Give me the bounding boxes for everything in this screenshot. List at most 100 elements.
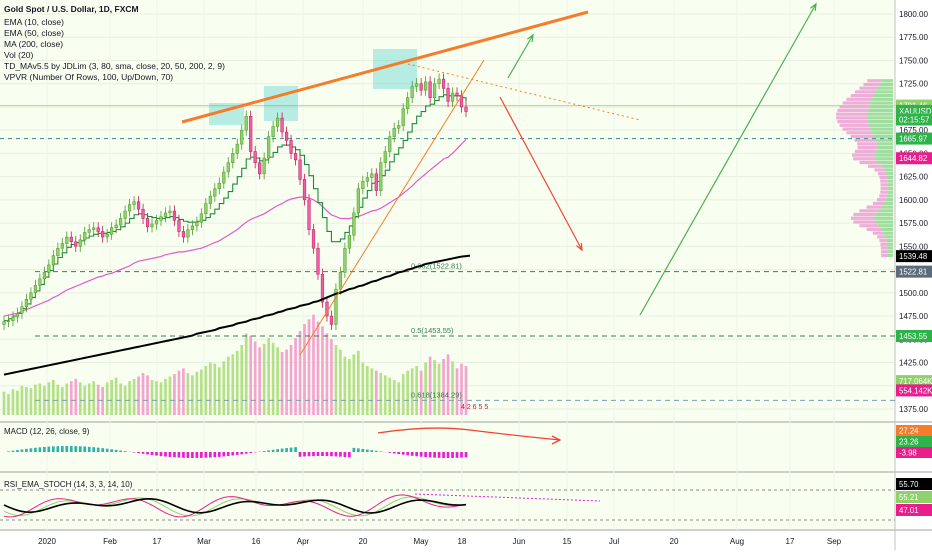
rsi-badge-label: 55.21 xyxy=(899,493,919,502)
candle-body xyxy=(433,84,436,98)
volume-bar xyxy=(263,344,266,415)
vpvr-bar-up xyxy=(887,239,893,242)
volume-bar xyxy=(290,345,293,415)
macd-histogram-bar xyxy=(151,452,154,455)
macd-histogram-bar xyxy=(231,452,234,455)
volume-bar xyxy=(348,359,351,415)
volume-bar xyxy=(357,351,360,415)
macd-histogram-bar xyxy=(43,447,46,452)
volume-bar xyxy=(142,373,145,415)
candle-body xyxy=(191,226,194,230)
vpvr-bar-down xyxy=(867,228,882,231)
macd-histogram-bar xyxy=(370,450,373,452)
macd-histogram-bar xyxy=(182,452,185,458)
volume-bar xyxy=(361,363,364,416)
price-tick-label: 1425.00 xyxy=(899,359,928,368)
macd-histogram-bar xyxy=(101,448,104,452)
macd-histogram-bar xyxy=(21,449,24,452)
time-tick-label: 17 xyxy=(153,537,162,546)
price-badge-label: 554.142K xyxy=(899,386,932,395)
macd-histogram-bar xyxy=(61,446,64,452)
macd-histogram-bar xyxy=(317,452,320,456)
vpvr-bar-down xyxy=(840,124,869,127)
volume-bar xyxy=(61,387,64,415)
rsi-badge-label: 47.01 xyxy=(899,506,919,515)
candle-body xyxy=(119,218,122,225)
candle-body xyxy=(348,235,351,248)
volume-bar xyxy=(169,377,172,416)
macd-histogram-bar xyxy=(456,452,459,458)
vpvr-bar-up xyxy=(884,202,893,205)
vpvr-bar-up xyxy=(870,127,893,130)
candle-body xyxy=(222,172,225,183)
candle-body xyxy=(16,313,19,317)
macd-histogram-bar xyxy=(375,451,378,452)
candle-body xyxy=(21,307,24,314)
volume-bar xyxy=(406,371,409,415)
volume-bar xyxy=(245,333,248,415)
macd-histogram-bar xyxy=(187,452,190,458)
candle-body xyxy=(88,230,91,233)
vpvr-bar-down xyxy=(880,243,887,246)
volume-bar xyxy=(34,385,37,415)
candle-body xyxy=(187,230,190,237)
candle-body xyxy=(339,272,342,289)
price-tick-label: 1600.00 xyxy=(899,196,928,205)
volume-bar xyxy=(191,375,194,415)
candle-body xyxy=(344,248,347,272)
macd-histogram-bar xyxy=(344,452,347,457)
price-tick-label: 1500.00 xyxy=(899,289,928,298)
vpvr-bar-down xyxy=(877,235,886,238)
volume-bar xyxy=(110,380,113,415)
vpvr-bar-up xyxy=(872,98,893,101)
vpvr-bar-up xyxy=(886,198,893,201)
macd-histogram-bar xyxy=(191,452,194,458)
volume-bar xyxy=(200,370,203,416)
macd-histogram-bar xyxy=(357,448,360,452)
vpvr-bar-up xyxy=(874,94,893,97)
macd-histogram-bar xyxy=(335,452,338,456)
macd-histogram-bar xyxy=(164,452,167,457)
macd-histogram-bar xyxy=(65,446,68,452)
candle-body xyxy=(218,183,221,189)
candle-body xyxy=(137,202,140,209)
vpvr-bar-up xyxy=(888,254,893,257)
price-tick-label: 1775.00 xyxy=(899,33,928,42)
time-tick-label: Mar xyxy=(197,537,211,546)
price-tick-label: 1575.00 xyxy=(899,219,928,228)
macd-histogram-bar xyxy=(420,452,423,457)
macd-histogram-bar xyxy=(330,452,333,456)
candle-body xyxy=(456,93,459,96)
candle-body xyxy=(411,86,414,97)
rsi-badge-label: 55.70 xyxy=(899,480,919,489)
candle-body xyxy=(353,213,356,235)
macd-histogram-bar xyxy=(110,449,113,452)
time-tick-label: May xyxy=(413,537,428,546)
candle-body xyxy=(312,230,315,249)
volume-bar xyxy=(30,388,33,415)
candle-body xyxy=(442,79,445,88)
candle-body xyxy=(39,279,42,286)
vpvr-bar-up xyxy=(867,113,893,116)
candle-body xyxy=(97,228,100,232)
vpvr-bar-up xyxy=(886,172,893,175)
vpvr-bar-down xyxy=(855,139,876,142)
candle-body xyxy=(294,153,297,160)
macd-histogram-bar xyxy=(366,450,369,452)
candle-body xyxy=(272,126,275,136)
vpvr-bar-down xyxy=(859,224,878,227)
volume-bar xyxy=(339,350,342,415)
macd-histogram-bar xyxy=(451,452,454,458)
macd-histogram-bar xyxy=(173,452,176,457)
macd-histogram-bar xyxy=(326,452,329,456)
vpvr-bar-up xyxy=(870,101,893,104)
legend-tdma: TD_MAv5.5 by JDLim (3, 80, sma, close, 2… xyxy=(4,61,225,71)
vpvr-bar-down xyxy=(873,232,884,235)
time-tick-label: Apr xyxy=(297,537,310,546)
volume-bar xyxy=(146,375,149,415)
volume-bar xyxy=(12,389,15,415)
rsi-label: RSI_EMA_STOCH (14, 3, 3, 14, 10) xyxy=(4,480,132,489)
vpvr-bar-up xyxy=(876,150,893,153)
candle-body xyxy=(267,137,270,158)
